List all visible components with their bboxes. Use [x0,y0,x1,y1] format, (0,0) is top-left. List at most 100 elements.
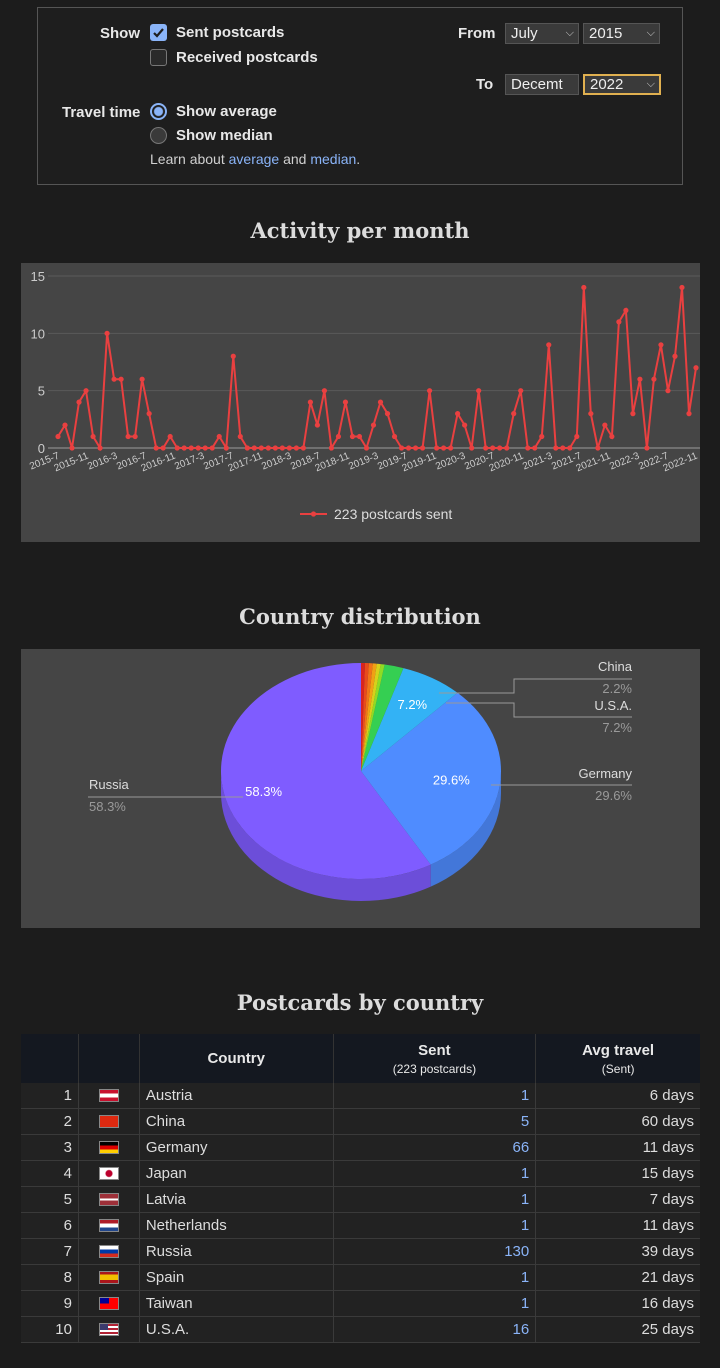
median-link[interactable]: median [310,151,357,167]
flag-cell [78,1083,140,1109]
data-point [188,445,194,451]
data-point [90,433,96,440]
pie-legend-name: Germany [579,766,633,781]
data-point [125,433,131,440]
table-row[interactable]: 3 Germany 66 11 days [21,1134,700,1161]
table-row[interactable]: 2 China 5 60 days [21,1108,700,1135]
average-link[interactable]: average [228,151,280,167]
data-point [630,411,636,417]
flag-cell [78,1316,140,1343]
pie-legend-percent: 29.6% [595,788,632,803]
country-cell: Russia [139,1238,334,1265]
sent-header[interactable]: Sent (223 postcards) [333,1034,537,1083]
netherlands-flag-icon [98,1219,119,1232]
received-postcards-checkbox[interactable]: Received postcards [150,49,318,66]
x-tick-label: 2016-3 [86,450,119,472]
data-point [532,445,538,451]
flag-header [78,1034,140,1083]
table-row[interactable]: 10 U.S.A. 16 25 days [21,1316,700,1343]
activity-title: Activity per month [250,218,470,243]
table-row[interactable]: 4 Japan 1 15 days [21,1160,700,1187]
slice-label: 7.2% [397,697,427,712]
germany-flag-icon [98,1141,119,1154]
table-row[interactable]: 6 Netherlands 1 11 days [21,1212,700,1239]
spain-flag-icon [98,1271,119,1284]
data-point [391,433,398,440]
country-header[interactable]: Country [139,1034,334,1083]
sent-cell[interactable]: 130 [333,1238,537,1265]
show-label: Show [100,25,140,42]
learn-text: Learn about average and median. [150,151,360,167]
table-row[interactable]: 5 Latvia 1 7 days [21,1186,700,1213]
sent-cell[interactable]: 1 [333,1264,537,1291]
sent-cell[interactable]: 1 [333,1212,537,1239]
to-month-select[interactable]: Decemt [505,74,579,95]
rank-cell: 2 [21,1108,79,1135]
pie-legend-percent: 58.3% [89,799,126,814]
data-point [76,399,82,405]
data-point [349,433,356,440]
chevron-down-icon: ⌵ [646,78,655,90]
sent-cell[interactable]: 66 [333,1134,537,1161]
series-line [57,287,697,452]
show-average-label: Show average [176,103,277,120]
from-label: From [458,25,496,42]
data-point [265,445,271,451]
from-year-select[interactable]: 2015 ⌵ [583,23,660,44]
sent-cell[interactable]: 1 [333,1290,537,1317]
avg-travel-cell: 16 days [535,1290,700,1317]
rank-cell: 9 [21,1290,79,1317]
pie-slice-russia [221,663,431,879]
to-label: To [476,76,494,93]
data-point [258,445,264,451]
taiwan-flag-icon [98,1297,119,1310]
pie-slice-germany [361,692,501,865]
table-row[interactable]: 1 Austria 1 6 days [21,1083,700,1109]
slice-label: 58.3% [245,784,282,799]
sent-header-label: Sent [418,1041,451,1059]
country-cell: U.S.A. [139,1316,334,1343]
rank-cell: 7 [21,1238,79,1265]
data-point [602,422,608,428]
sent-cell[interactable]: 1 [333,1186,537,1213]
data-point [244,445,250,451]
y-tick-label: 10 [31,326,45,341]
data-point [307,399,313,405]
data-point [546,342,552,348]
sent-cell[interactable]: 5 [333,1108,537,1135]
show-average-radio[interactable]: Show average [150,103,277,120]
data-point [167,433,173,440]
data-point [574,433,580,440]
data-point [665,388,671,394]
data-point [405,445,412,451]
table-row[interactable]: 9 Taiwan 1 16 days [21,1290,700,1317]
pie-chart-panel: 58.3% 29.6% 7.2% Russia 58.3% Germany 29.6% Chi… [21,649,700,928]
japan-flag-icon [98,1167,119,1180]
sent-cell[interactable]: 1 [333,1160,537,1187]
data-point [679,284,685,291]
show-median-radio[interactable]: Show median [150,127,273,144]
avg-travel-cell: 7 days [535,1186,700,1213]
from-month-select[interactable]: July ⌵ [505,23,579,44]
sent-cell[interactable]: 1 [333,1083,537,1109]
data-point [560,445,566,451]
x-tick-label: 2017-3 [173,450,206,472]
x-tick-label: 2022-3 [608,450,641,472]
learn-prefix: Learn about [150,151,225,167]
from-month-value: July [511,25,538,42]
data-point [272,445,278,451]
y-tick-label: 15 [31,269,45,284]
flag-cell [78,1264,140,1291]
table-row[interactable]: 8 Spain 1 21 days [21,1264,700,1291]
x-tick-label: 2021-3 [521,450,554,472]
avg-travel-cell: 6 days [535,1083,700,1109]
sent-cell[interactable]: 16 [333,1316,537,1343]
avg-travel-header[interactable]: Avg travel (Sent) [535,1034,700,1083]
rank-cell: 5 [21,1186,79,1213]
data-point [693,365,699,371]
pie-slice-china [361,664,404,771]
to-year-select[interactable]: 2022 ⌵ [583,74,661,95]
table-row[interactable]: 7 Russia 130 39 days [21,1238,700,1265]
data-point [153,445,159,451]
sent-postcards-checkbox[interactable]: Sent postcards [150,24,284,41]
